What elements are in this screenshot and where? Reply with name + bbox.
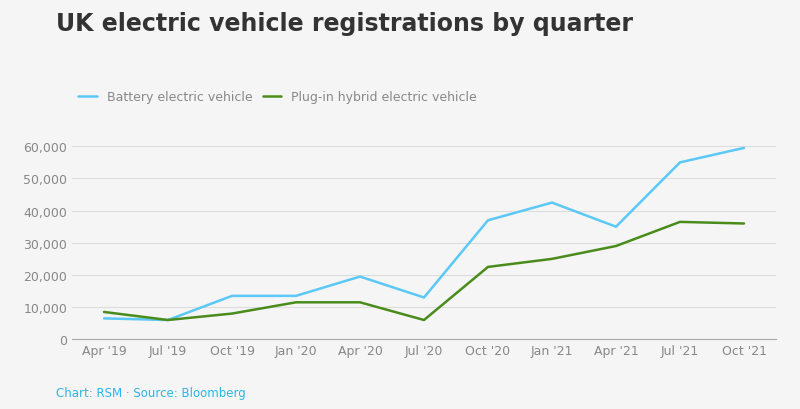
- Battery electric vehicle: [227, 294, 237, 299]
- Battery electric vehicle: [355, 274, 365, 279]
- Battery electric vehicle: [163, 318, 173, 323]
- Plug-in hybrid electric vehicle: [675, 220, 685, 225]
- Battery electric vehicle: [739, 146, 749, 151]
- Battery electric vehicle: [99, 316, 109, 321]
- Line: Battery electric vehicle: Battery electric vehicle: [104, 148, 744, 320]
- Battery electric vehicle: [419, 295, 429, 300]
- Text: Chart: RSM · Source: Bloomberg: Chart: RSM · Source: Bloomberg: [56, 386, 246, 399]
- Plug-in hybrid electric vehicle: [483, 265, 493, 270]
- Battery electric vehicle: [483, 218, 493, 223]
- Plug-in hybrid electric vehicle: [355, 300, 365, 305]
- Plug-in hybrid electric vehicle: [163, 318, 173, 323]
- Battery electric vehicle: [291, 294, 301, 299]
- Text: UK electric vehicle registrations by quarter: UK electric vehicle registrations by qua…: [56, 12, 633, 36]
- Battery electric vehicle: [675, 160, 685, 165]
- Line: Plug-in hybrid electric vehicle: Plug-in hybrid electric vehicle: [104, 222, 744, 320]
- Plug-in hybrid electric vehicle: [227, 311, 237, 316]
- Plug-in hybrid electric vehicle: [291, 300, 301, 305]
- Plug-in hybrid electric vehicle: [419, 318, 429, 323]
- Plug-in hybrid electric vehicle: [547, 257, 557, 262]
- Plug-in hybrid electric vehicle: [99, 310, 109, 315]
- Plug-in hybrid electric vehicle: [611, 244, 621, 249]
- Plug-in hybrid electric vehicle: [739, 222, 749, 227]
- Legend: Battery electric vehicle, Plug-in hybrid electric vehicle: Battery electric vehicle, Plug-in hybrid…: [78, 91, 477, 104]
- Battery electric vehicle: [611, 225, 621, 229]
- Battery electric vehicle: [547, 201, 557, 206]
